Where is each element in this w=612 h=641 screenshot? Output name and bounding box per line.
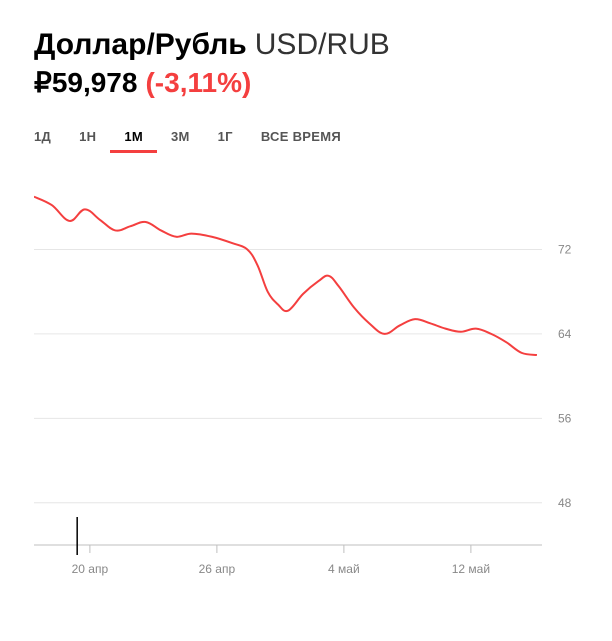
timeframe-tab[interactable]: 1М [110, 121, 157, 153]
price-change: (-3,11%) [145, 67, 251, 99]
price-row: ₽59,978 (-3,11%) [34, 66, 588, 99]
price-chart: 48 56 64 72 20 апр 26 апр 4 май 12 май [34, 165, 588, 595]
pair-name-bold: Доллар/Рубль [34, 28, 247, 62]
y-axis-label: 48 [558, 496, 572, 510]
x-axis-label: 26 апр [199, 562, 236, 576]
timeframe-tab[interactable]: 1Д [34, 121, 65, 153]
chart-header: Доллар/Рубль USD/RUB ₽59,978 (-3,11%) [34, 28, 588, 99]
y-axis-label: 56 [558, 411, 572, 425]
price-line [34, 197, 537, 355]
x-axis-label: 4 май [328, 562, 360, 576]
pair-ticker: USD/RUB [255, 28, 390, 62]
y-axis-label: 64 [558, 327, 572, 341]
y-axis-label: 72 [558, 242, 572, 256]
x-axis-label: 20 апр [72, 562, 109, 576]
chart-canvas: 48 56 64 72 20 апр 26 апр 4 май 12 май [34, 165, 588, 595]
x-axis-label: 12 май [452, 562, 490, 576]
timeframe-tab[interactable]: 1Н [65, 121, 110, 153]
current-price: ₽59,978 [34, 66, 137, 99]
timeframe-tab[interactable]: 3М [157, 121, 204, 153]
timeframe-tabs: 1Д1Н1М3М1ГВСЕ ВРЕМЯ [34, 121, 588, 153]
timeframe-tab[interactable]: ВСЕ ВРЕМЯ [247, 121, 355, 153]
title-row: Доллар/Рубль USD/RUB [34, 28, 588, 62]
timeframe-tab[interactable]: 1Г [204, 121, 247, 153]
